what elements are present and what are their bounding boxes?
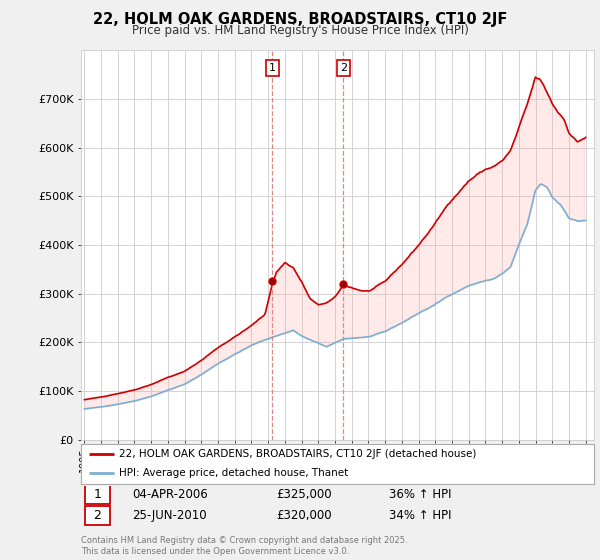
Text: Price paid vs. HM Land Registry's House Price Index (HPI): Price paid vs. HM Land Registry's House … xyxy=(131,24,469,36)
Text: £320,000: £320,000 xyxy=(276,509,332,522)
Text: 22, HOLM OAK GARDENS, BROADSTAIRS, CT10 2JF: 22, HOLM OAK GARDENS, BROADSTAIRS, CT10 … xyxy=(93,12,507,27)
Text: 04-APR-2006: 04-APR-2006 xyxy=(133,488,208,501)
FancyBboxPatch shape xyxy=(85,484,110,503)
Text: 34% ↑ HPI: 34% ↑ HPI xyxy=(389,509,451,522)
Text: 25-JUN-2010: 25-JUN-2010 xyxy=(133,509,207,522)
Text: £325,000: £325,000 xyxy=(276,488,332,501)
Text: 1: 1 xyxy=(269,63,276,73)
Text: 22, HOLM OAK GARDENS, BROADSTAIRS, CT10 2JF (detached house): 22, HOLM OAK GARDENS, BROADSTAIRS, CT10 … xyxy=(119,449,477,459)
Text: 36% ↑ HPI: 36% ↑ HPI xyxy=(389,488,451,501)
Text: HPI: Average price, detached house, Thanet: HPI: Average price, detached house, Than… xyxy=(119,468,349,478)
Text: 1: 1 xyxy=(94,488,101,501)
FancyBboxPatch shape xyxy=(85,506,110,525)
Text: 2: 2 xyxy=(94,509,101,522)
Text: Contains HM Land Registry data © Crown copyright and database right 2025.
This d: Contains HM Land Registry data © Crown c… xyxy=(81,536,407,556)
Text: 2: 2 xyxy=(340,63,347,73)
